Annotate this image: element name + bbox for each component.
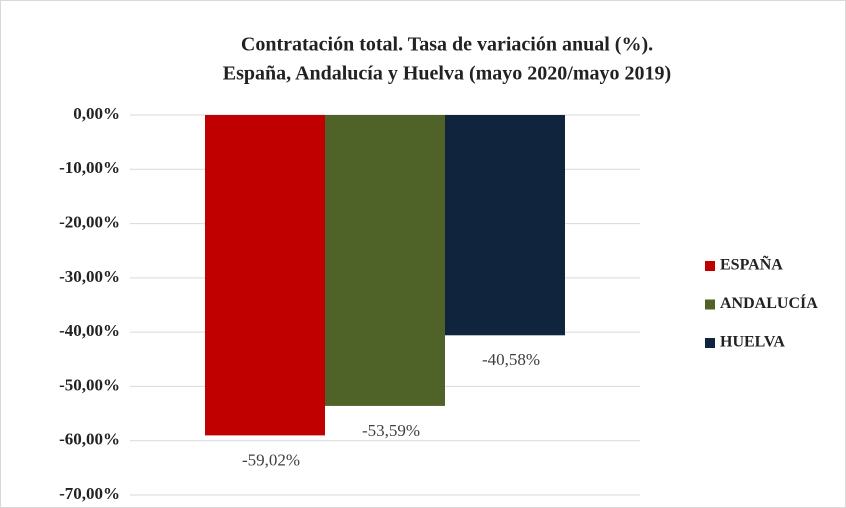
chart-title: España, Andalucía y Huelva (mayo 2020/ma… [223, 63, 671, 85]
legend-swatch [705, 338, 715, 348]
chart-title: Contratación total. Tasa de variación an… [241, 34, 653, 56]
data-label: -40,58% [482, 350, 540, 369]
legend-label: HUELVA [720, 334, 785, 351]
data-label: -59,02% [242, 450, 300, 469]
y-tick-label: -10,00% [59, 158, 120, 177]
y-tick-label: -60,00% [59, 430, 120, 449]
y-tick-label: -20,00% [59, 212, 120, 231]
y-tick-label: -70,00% [59, 484, 120, 503]
y-tick-label: -50,00% [59, 375, 120, 394]
legend-label: ANDALUCÍA [720, 293, 818, 312]
bar [325, 115, 445, 406]
y-tick-label: 0,00% [73, 104, 120, 123]
legend-swatch [705, 261, 715, 271]
y-tick-label: -40,00% [59, 321, 120, 340]
data-label: -53,59% [362, 421, 420, 440]
bar [445, 115, 565, 336]
legend-swatch [705, 299, 715, 310]
y-tick-label: -30,00% [59, 267, 120, 286]
bar [205, 115, 325, 436]
legend-label: ESPAÑA [720, 255, 783, 274]
